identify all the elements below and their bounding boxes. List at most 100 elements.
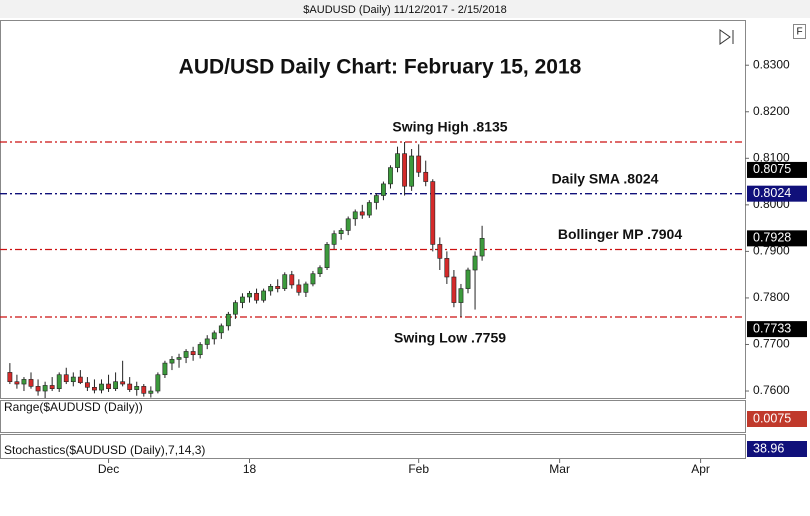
candle-body (63, 374, 69, 383)
panel-tag (747, 441, 807, 457)
panel-tag-label: 0.0075 (753, 411, 791, 425)
candle-body (338, 230, 344, 235)
play-icon[interactable] (719, 29, 734, 45)
y-tick-label: 0.8200 (753, 104, 790, 118)
y-tick-label: 0.8300 (753, 57, 790, 71)
x-tick-label: Feb (408, 462, 429, 476)
stoch-panel (0, 434, 746, 459)
candle-body (35, 386, 41, 392)
x-tick-label: Apr (691, 462, 710, 476)
candle-body (331, 233, 337, 245)
candle-body (84, 382, 90, 388)
candle-body (176, 357, 182, 360)
candle-body (458, 288, 464, 303)
candle-body (352, 211, 358, 220)
level-label: Daily SMA .8024 (552, 170, 659, 186)
level-label: Swing Low .7759 (394, 330, 506, 346)
candle-body (366, 202, 372, 216)
candle-body (197, 344, 203, 356)
level-label: Swing High .8135 (392, 119, 507, 135)
candle-body (77, 376, 83, 383)
candle-body (479, 238, 485, 257)
panel-label: Stochastics($AUDUSD (Daily),7,14,3) (4, 443, 205, 457)
candle-body (56, 374, 62, 389)
price-tag-label: 0.8024 (753, 186, 791, 200)
price-tag-label: 0.8075 (753, 162, 791, 176)
candle-body (430, 181, 436, 245)
candle-body (268, 285, 274, 292)
candle-body (373, 195, 379, 203)
candle-body (444, 258, 450, 278)
plot-frame (0, 20, 746, 399)
candle-body (451, 276, 457, 303)
candle-body (218, 325, 224, 334)
candle-body (49, 385, 55, 389)
candle-body (289, 274, 295, 286)
header-bar (0, 0, 810, 18)
candle-body (437, 244, 443, 259)
candle-body (310, 273, 316, 285)
candle-body (240, 296, 245, 303)
price-tag (747, 230, 807, 247)
y-tick-label: 0.7800 (753, 290, 790, 304)
price-tag-label: 0.7733 (753, 321, 791, 335)
candle-body (42, 385, 48, 392)
candle-body (402, 153, 407, 187)
x-tick-label: 18 (243, 462, 257, 476)
candle-body (381, 183, 386, 196)
candle-body (296, 284, 302, 293)
candle-body (113, 381, 119, 389)
panel-tag (747, 411, 807, 427)
candle-body (211, 332, 217, 340)
candle-body (409, 155, 415, 187)
candle-body (261, 290, 267, 301)
y-tick-label: 0.7700 (753, 337, 790, 351)
panel-tag-label: 38.96 (753, 441, 784, 455)
chart-title: AUD/USD Daily Chart: February 15, 2018 (179, 56, 582, 79)
candle-body (127, 383, 133, 390)
candle-body (155, 374, 161, 392)
candle-body (120, 381, 126, 385)
candle-body (7, 372, 13, 383)
candle-body (134, 386, 140, 390)
f-button-label: F (796, 27, 802, 38)
panel-label: Range($AUDUSD (Daily)) (4, 400, 143, 414)
candle-body (169, 359, 175, 364)
y-tick-label: 0.7600 (753, 383, 790, 397)
candle-body (324, 244, 330, 268)
y-tick-label: 0.7900 (753, 244, 790, 258)
candle-body (70, 376, 76, 383)
candle-body (345, 218, 351, 231)
candle-body (99, 383, 104, 391)
level-label: Bollinger MP .7904 (558, 226, 682, 242)
candle-body (359, 211, 365, 216)
candle-body (303, 283, 309, 293)
candle-body (232, 302, 238, 315)
price-tag-label: 0.7928 (753, 231, 791, 245)
candle-body (247, 292, 252, 298)
candle-body (162, 362, 168, 376)
price-tag (747, 185, 807, 202)
header: $AUDUSD (Daily) 11/12/2017 - 2/15/2018 (303, 4, 506, 16)
candle-body (183, 351, 189, 358)
candle-body (395, 153, 400, 168)
candle-body (416, 155, 422, 173)
price-tag (747, 321, 807, 338)
candle-body (388, 167, 393, 185)
x-tick-label: Dec (98, 462, 119, 476)
candle-body (423, 171, 429, 182)
f-button[interactable] (793, 24, 806, 39)
candle-body (14, 381, 20, 385)
candle-body (92, 386, 97, 391)
candle-body (465, 269, 471, 289)
candle-body (204, 338, 210, 345)
candle-body (472, 255, 478, 271)
candle-body (148, 390, 154, 394)
candle-body (28, 379, 34, 387)
price-tag (747, 161, 807, 178)
candle-body (190, 351, 196, 356)
y-tick-label: 0.8100 (753, 150, 790, 164)
range-panel (0, 400, 746, 433)
candle-body (254, 292, 259, 301)
